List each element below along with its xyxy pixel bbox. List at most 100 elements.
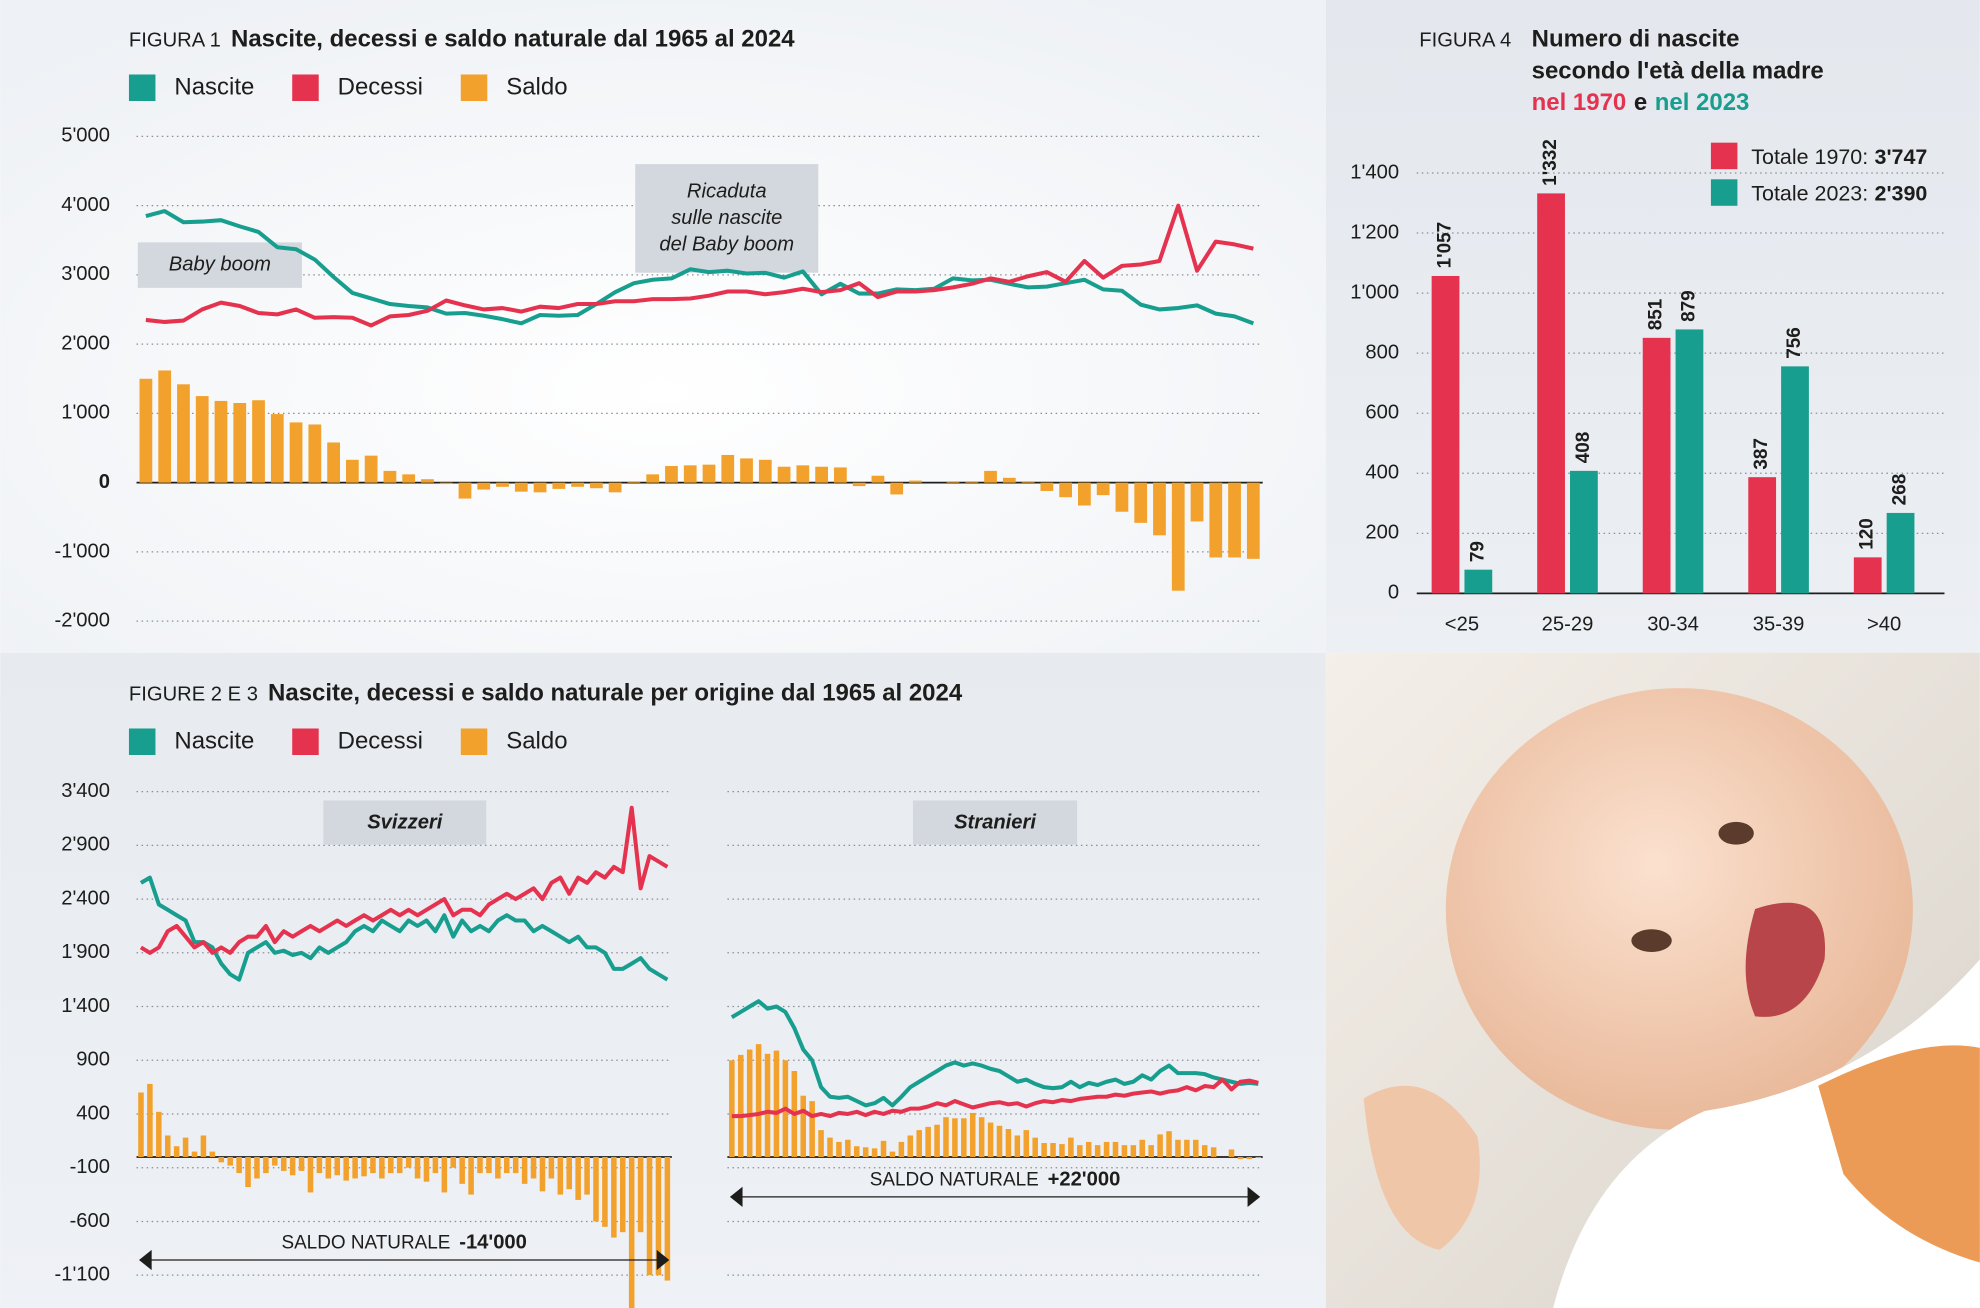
- value-label: 756: [1784, 327, 1805, 359]
- title-highlight: e: [1634, 89, 1647, 116]
- bar: [1068, 1137, 1074, 1157]
- bar: [459, 1156, 465, 1184]
- value-label: 851: [1646, 299, 1667, 331]
- bar: [421, 479, 434, 483]
- saldo-total: SALDO NATURALE +22'000: [870, 1169, 1121, 1191]
- bar: [1134, 482, 1148, 523]
- bar: [364, 455, 378, 483]
- bar: [1115, 482, 1129, 512]
- line: [731, 1077, 1259, 1119]
- bar: [880, 1140, 887, 1157]
- y-tick-label: 600: [1365, 402, 1399, 424]
- bar: [746, 1049, 753, 1157]
- value-label: 1'332: [1540, 139, 1561, 186]
- legend-swatch: [460, 728, 488, 756]
- legend-label: Totale 2023: 2'390: [1751, 181, 1927, 205]
- bar: [815, 466, 828, 483]
- saldo-total-value: +22'000: [1048, 1169, 1121, 1191]
- bar: [1094, 1145, 1101, 1157]
- bar: [646, 1156, 653, 1276]
- y-tick-label: 800: [1365, 341, 1399, 363]
- bar: [1005, 1129, 1012, 1157]
- bar: [916, 1130, 922, 1157]
- y-tick-label: 400: [1365, 462, 1399, 484]
- bar: [946, 481, 960, 483]
- bar: [173, 1146, 180, 1157]
- bar: [1184, 1139, 1190, 1157]
- bar: [1050, 1143, 1056, 1157]
- bar: [758, 459, 772, 483]
- bar: [352, 1156, 358, 1179]
- bar: [729, 1060, 735, 1157]
- bar: [996, 1125, 1003, 1157]
- bar: [1139, 1139, 1146, 1157]
- bar: [1112, 1141, 1119, 1157]
- annotation: sulle nascite: [671, 207, 782, 229]
- bar: [388, 1156, 394, 1174]
- bar: [334, 1156, 341, 1176]
- bar: [1748, 477, 1777, 594]
- fig23-background: [0, 652, 1326, 1308]
- bar: [984, 470, 997, 483]
- bar: [987, 1122, 994, 1157]
- bar: [530, 1156, 537, 1179]
- bar: [236, 1156, 242, 1174]
- bar: [1021, 481, 1035, 483]
- bar: [316, 1156, 323, 1174]
- arrow-head: [656, 1249, 670, 1271]
- bar: [608, 482, 622, 493]
- bar: [441, 1156, 448, 1193]
- y-tick-label: -1'100: [55, 1264, 111, 1286]
- y-tick-label: 1'000: [61, 402, 110, 424]
- bar: [584, 1156, 590, 1195]
- y-tick-label: 2'900: [61, 834, 110, 856]
- y-tick-label: 1'400: [1350, 161, 1399, 183]
- bar: [1190, 482, 1204, 522]
- baby-eye: [1718, 821, 1754, 845]
- bar: [1246, 1156, 1253, 1160]
- bar: [934, 1124, 940, 1157]
- bar: [1153, 482, 1166, 536]
- bar: [396, 1156, 403, 1174]
- y-tick-label: 0: [1388, 582, 1399, 604]
- bar: [777, 466, 791, 483]
- bar: [233, 403, 247, 483]
- figure-title: Nascite, decessi e saldo naturale per or…: [268, 680, 963, 707]
- bar: [1059, 1144, 1065, 1157]
- bar: [1148, 1145, 1154, 1157]
- bar: [383, 470, 397, 483]
- photo: [1325, 652, 1980, 1308]
- bar: [646, 474, 660, 483]
- x-tick-label: <25: [1445, 613, 1479, 635]
- bar: [1201, 1145, 1208, 1157]
- bar: [836, 1141, 842, 1157]
- legend-name: Totale 2023:: [1751, 181, 1868, 205]
- line: [139, 805, 669, 955]
- line: [139, 875, 669, 982]
- bar: [602, 1156, 608, 1227]
- bar: [308, 424, 322, 483]
- bar: [589, 482, 603, 489]
- bar: [943, 1117, 949, 1157]
- bar: [1130, 1145, 1137, 1157]
- bar: [1464, 569, 1493, 594]
- y-tick-label: 200: [1365, 522, 1399, 544]
- bar: [289, 1156, 296, 1176]
- bar: [298, 1156, 305, 1171]
- legend-label: Saldo: [506, 74, 567, 101]
- figure-heading: FIGURE 2 E 3 Nascite, decessi e saldo nat…: [129, 680, 963, 707]
- bar: [1570, 470, 1598, 594]
- saldo-total-label: SALDO NATURALE: [281, 1233, 450, 1254]
- saldo-total-value: -14'000: [459, 1232, 527, 1254]
- bar: [1040, 482, 1054, 491]
- y-tick-label: 400: [76, 1102, 110, 1124]
- bar: [1853, 557, 1882, 594]
- panel-label: Stranieri: [954, 812, 1036, 834]
- bar: [139, 378, 153, 483]
- figure-title: secondo l'età della madre: [1532, 57, 1824, 84]
- bar: [450, 1156, 457, 1168]
- bar: [214, 400, 228, 483]
- fig1-background: [0, 0, 1326, 653]
